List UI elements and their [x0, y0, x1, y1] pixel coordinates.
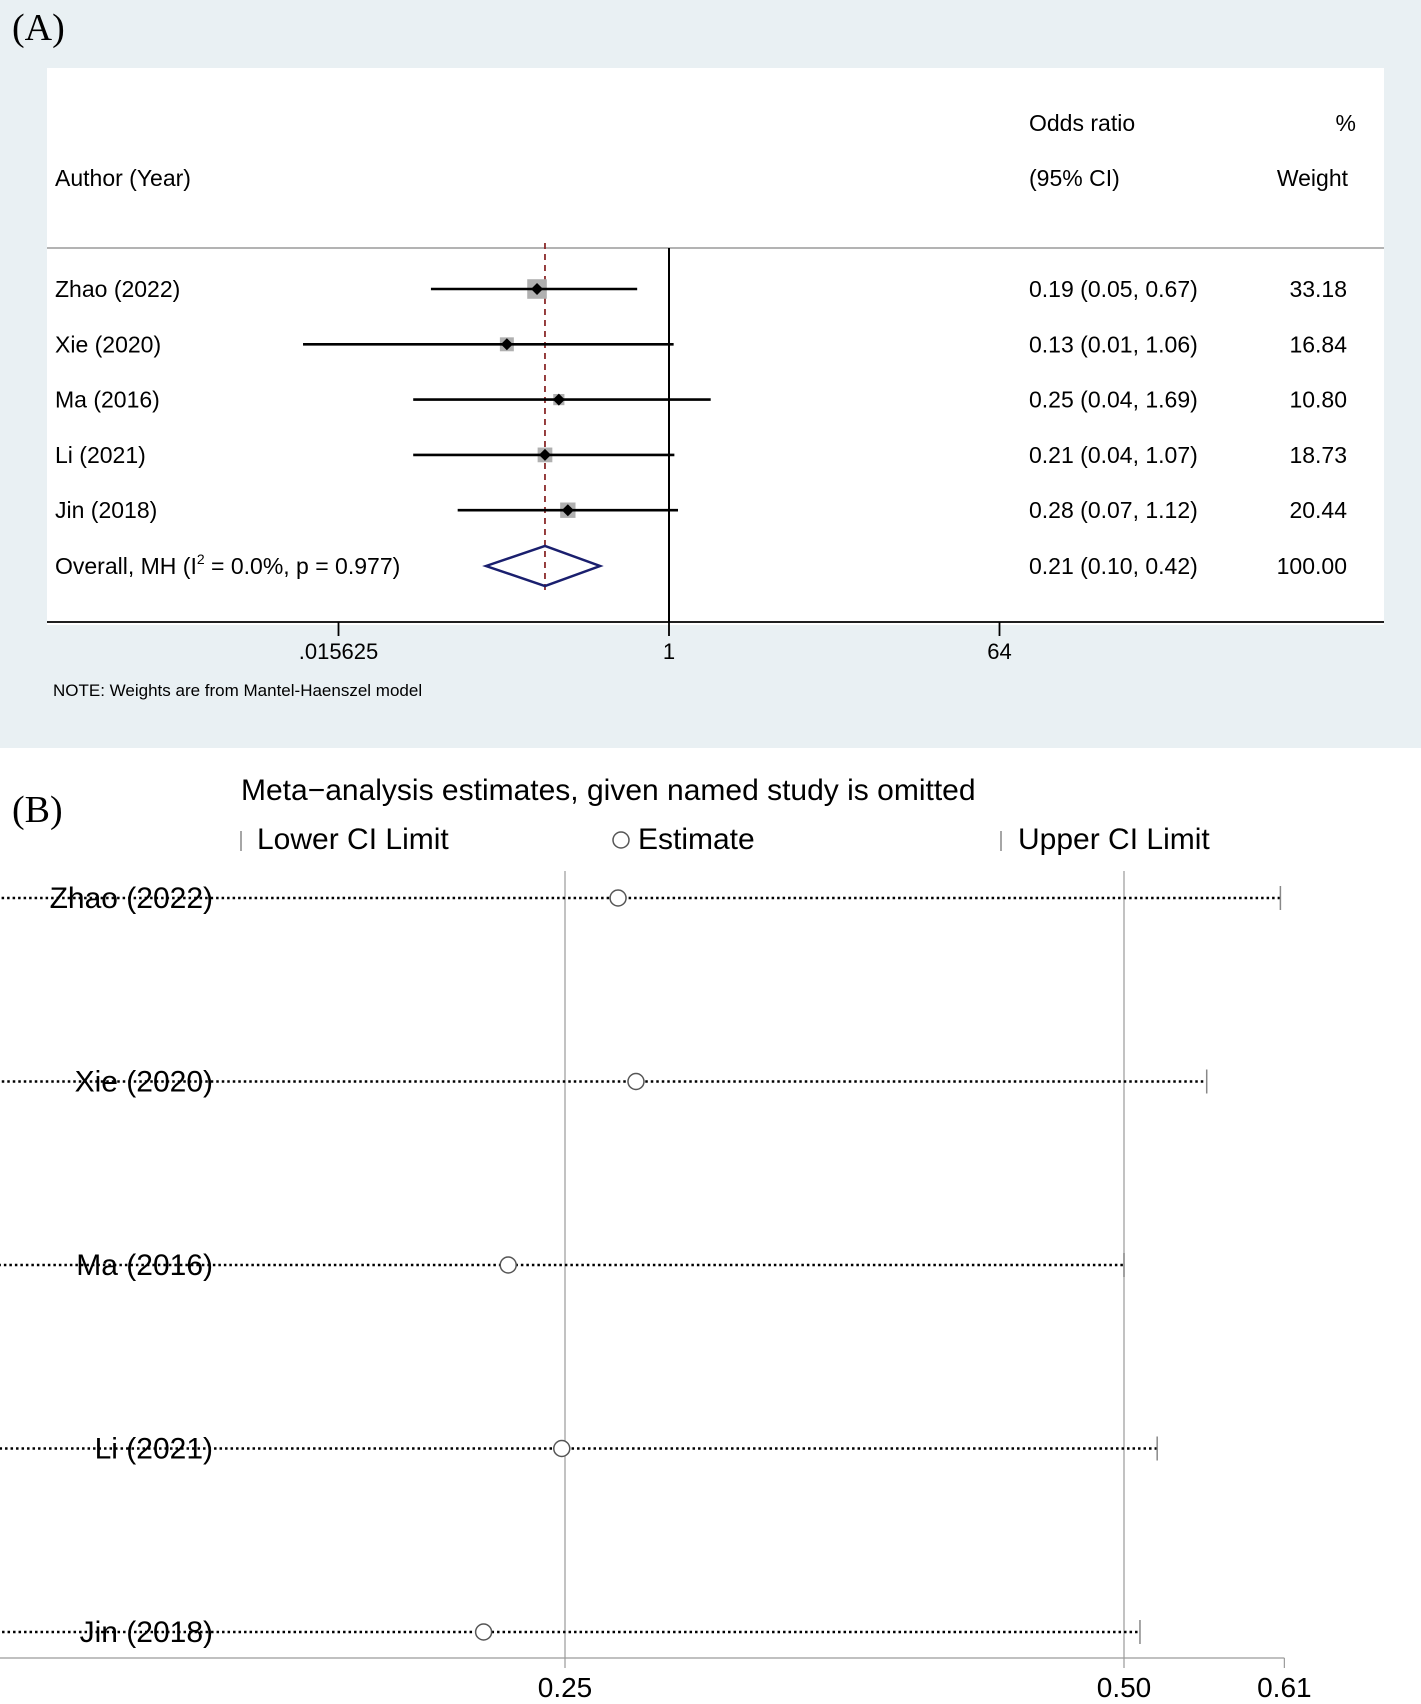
x-axis-tick-label: 0.61 — [1257, 1672, 1312, 1703]
study-ci-text: 0.21 (0.04, 1.07) — [1029, 442, 1198, 468]
point-estimate — [552, 393, 565, 406]
study-ci-text: 0.13 (0.01, 1.06) — [1029, 331, 1198, 357]
overall-weight-text: 100.00 — [1277, 553, 1347, 579]
x-axis-tick-label: .015625 — [299, 639, 379, 664]
estimate-marker — [627, 1072, 645, 1091]
sensitivity-row-jin-2018: Jin (2018) — [0, 1616, 1141, 1649]
point-estimate — [531, 283, 544, 295]
sensitivity-row-zhao-2022: Zhao (2022) — [0, 882, 1282, 915]
omitted-study-label: Zhao (2022) — [50, 882, 213, 915]
overall-row: Overall, MH (I2 = 0.0%, p = 0.977) 0.21 … — [55, 551, 1347, 579]
legend-lower-label: Lower CI Limit — [257, 823, 449, 856]
x-axis-tick-label: 64 — [987, 639, 1011, 664]
header-percent: % — [1336, 110, 1356, 136]
study-label: Ma (2016) — [55, 387, 160, 413]
x-axis-tick-label: 0.25 — [538, 1672, 593, 1703]
forest-rows: Zhao (2022) 0.19 (0.05, 0.67) 33.18 Xie (20… — [55, 243, 1347, 622]
estimate-marker — [474, 1623, 493, 1641]
study-weight-text: 20.44 — [1289, 497, 1347, 523]
sensitivity-x-axis: 0.100.120.250.500.61 — [0, 1657, 1312, 1703]
study-weight-text: 10.80 — [1289, 387, 1347, 413]
point-estimate — [561, 504, 574, 517]
header-ci: (95% CI) — [1029, 165, 1120, 191]
study-weight-text: 33.18 — [1289, 276, 1347, 302]
panel-b: (B) Meta−analysis estimates, given named… — [0, 748, 1421, 1704]
sensitivity-title: Meta−analysis estimates, given named stu… — [241, 774, 976, 807]
forest-plot-area — [47, 68, 1384, 625]
study-row-ma-2016: Ma (2016) 0.25 (0.04, 1.69) 10.80 — [55, 387, 1347, 413]
study-label: Xie (2020) — [55, 331, 161, 357]
study-weight-text: 16.84 — [1289, 331, 1347, 357]
weights-note: NOTE: Weights are from Mantel-Haenszel m… — [53, 681, 422, 700]
study-label: Jin (2018) — [55, 497, 157, 523]
study-weight-text: 18.73 — [1289, 442, 1347, 468]
estimate-marker — [499, 1256, 517, 1274]
sensitivity-plot: Meta−analysis estimates, given named stu… — [0, 774, 1312, 1703]
forest-plot: Odds ratio (95% CI) % Weight Author (Yea… — [47, 68, 1384, 700]
study-ci-text: 0.28 (0.07, 1.12) — [1029, 497, 1198, 523]
panel-b-label: (B) — [12, 789, 63, 831]
sensitivity-legend: Lower CI Limit Estimate Upper CI Limit — [240, 823, 1210, 856]
sensitivity-row-ma-2016: Ma (2016) — [0, 1249, 1125, 1282]
legend-upper-label: Upper CI Limit — [1018, 823, 1210, 856]
header-author-year: Author (Year) — [55, 165, 191, 191]
estimate-marker — [553, 1439, 571, 1458]
forest-x-axis: .015625 1 64 — [47, 621, 1384, 664]
point-estimate — [500, 338, 513, 351]
x-axis-tick-label: 0.50 — [1097, 1672, 1152, 1703]
overall-ci-text: 0.21 (0.10, 0.42) — [1029, 553, 1198, 579]
sensitivity-rows: Zhao (2022) Xie (2020) Ma (2016) Li (2021) J… — [0, 882, 1282, 1649]
header-weight: Weight — [1277, 165, 1349, 191]
panel-a-label: (A) — [12, 7, 65, 49]
overall-label: Overall, MH (I2 = 0.0%, p = 0.977) — [55, 551, 400, 579]
study-ci-text: 0.25 (0.04, 1.69) — [1029, 387, 1198, 413]
panel-a: (A) Odds ratio (95% CI) % Weight Author … — [0, 0, 1421, 748]
sensitivity-row-li-2021: Li (2021) — [0, 1433, 1158, 1466]
sensitivity-row-xie-2020: Xie (2020) — [0, 1066, 1208, 1099]
study-label: Li (2021) — [55, 442, 146, 468]
estimate-marker — [609, 889, 627, 907]
study-row-jin-2018: Jin (2018) 0.28 (0.07, 1.12) 20.44 — [55, 497, 1347, 523]
legend-estimate-marker — [612, 831, 630, 849]
study-ci-text: 0.19 (0.05, 0.67) — [1029, 276, 1198, 302]
overall-diamond — [482, 544, 604, 588]
study-row-zhao-2022: Zhao (2022) 0.19 (0.05, 0.67) 33.18 — [55, 276, 1347, 302]
x-axis-tick-label: 1 — [663, 639, 675, 664]
study-label: Zhao (2022) — [55, 276, 180, 302]
study-row-li-2021: Li (2021) 0.21 (0.04, 1.07) 18.73 — [55, 442, 1347, 468]
point-estimate — [538, 448, 551, 461]
legend-estimate-label: Estimate — [638, 823, 755, 856]
study-row-xie-2020: Xie (2020) 0.13 (0.01, 1.06) 16.84 — [55, 331, 1347, 357]
header-odds-ratio: Odds ratio — [1029, 110, 1135, 136]
